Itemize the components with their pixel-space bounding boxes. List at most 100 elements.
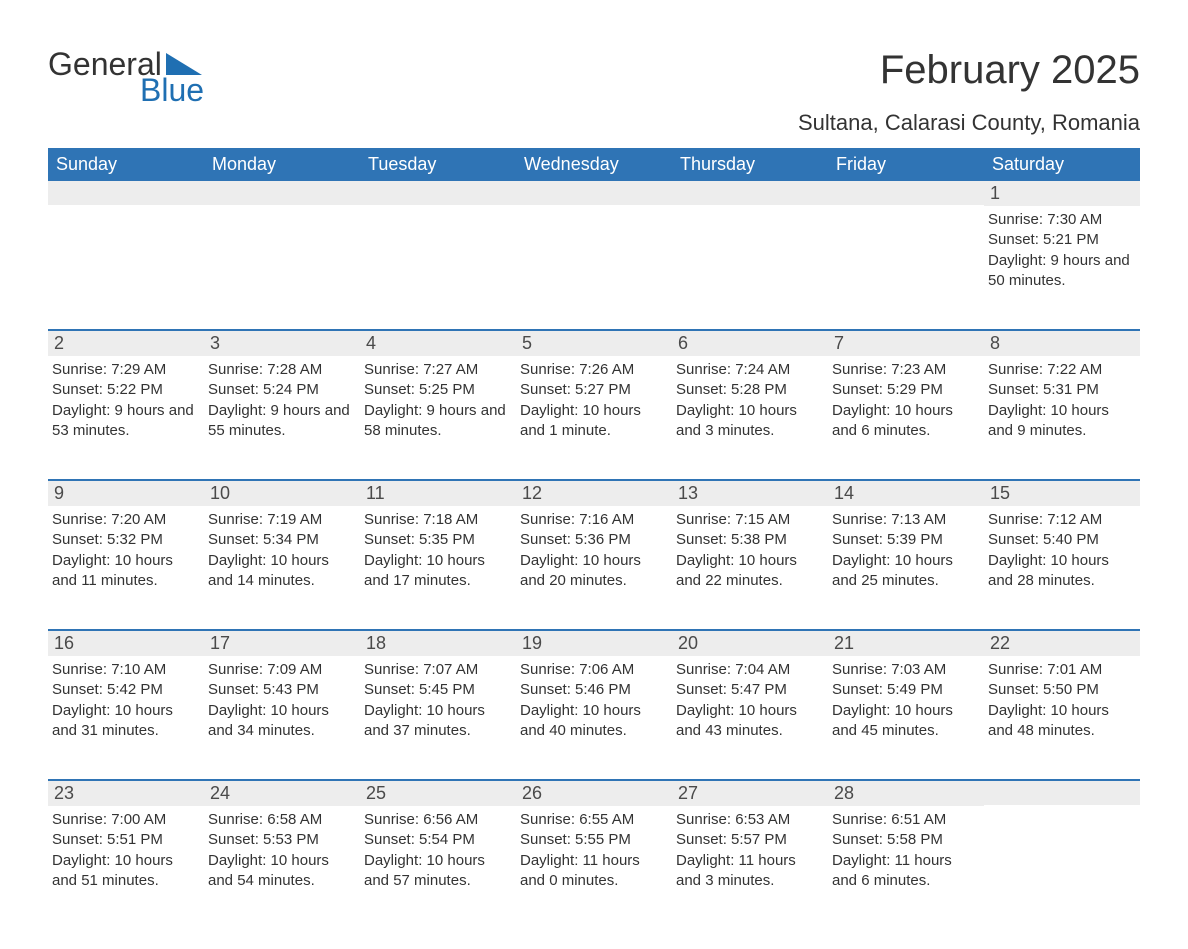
sunrise-text: Sunrise: 6:55 AM (520, 810, 666, 830)
sunset-text: Sunset: 5:40 PM (988, 530, 1134, 550)
day-body: Sunrise: 7:19 AMSunset: 5:34 PMDaylight:… (204, 506, 360, 591)
day-body: Sunrise: 6:58 AMSunset: 5:53 PMDaylight:… (204, 806, 360, 891)
sunset-text: Sunset: 5:25 PM (364, 380, 510, 400)
day-number: 13 (672, 481, 828, 506)
calendar-day (48, 181, 204, 301)
calendar-day (204, 181, 360, 301)
calendar-day: 2Sunrise: 7:29 AMSunset: 5:22 PMDaylight… (48, 331, 204, 451)
calendar-day: 1Sunrise: 7:30 AMSunset: 5:21 PMDaylight… (984, 181, 1140, 301)
daylight-text: Daylight: 9 hours and 53 minutes. (52, 401, 198, 442)
calendar-day: 3Sunrise: 7:28 AMSunset: 5:24 PMDaylight… (204, 331, 360, 451)
sunset-text: Sunset: 5:39 PM (832, 530, 978, 550)
day-body: Sunrise: 7:15 AMSunset: 5:38 PMDaylight:… (672, 506, 828, 591)
daylight-text: Daylight: 10 hours and 6 minutes. (832, 401, 978, 442)
calendar-day: 25Sunrise: 6:56 AMSunset: 5:54 PMDayligh… (360, 781, 516, 901)
day-number (672, 181, 828, 205)
day-body (204, 205, 360, 209)
sunrise-text: Sunrise: 7:30 AM (988, 210, 1134, 230)
daylight-text: Daylight: 10 hours and 37 minutes. (364, 701, 510, 742)
day-number: 10 (204, 481, 360, 506)
day-body: Sunrise: 7:07 AMSunset: 5:45 PMDaylight:… (360, 656, 516, 741)
daylight-text: Daylight: 10 hours and 40 minutes. (520, 701, 666, 742)
calendar: SundayMondayTuesdayWednesdayThursdayFrid… (48, 148, 1140, 901)
sunrise-text: Sunrise: 7:29 AM (52, 360, 198, 380)
day-body (828, 205, 984, 209)
day-number: 19 (516, 631, 672, 656)
sunset-text: Sunset: 5:21 PM (988, 230, 1134, 250)
daylight-text: Daylight: 10 hours and 57 minutes. (364, 851, 510, 892)
calendar-day: 10Sunrise: 7:19 AMSunset: 5:34 PMDayligh… (204, 481, 360, 601)
day-body (672, 205, 828, 209)
day-number: 28 (828, 781, 984, 806)
day-number (984, 781, 1140, 805)
sunrise-text: Sunrise: 7:19 AM (208, 510, 354, 530)
daylight-text: Daylight: 10 hours and 14 minutes. (208, 551, 354, 592)
sunrise-text: Sunrise: 7:23 AM (832, 360, 978, 380)
day-number: 25 (360, 781, 516, 806)
day-body (360, 205, 516, 209)
sunset-text: Sunset: 5:38 PM (676, 530, 822, 550)
day-body (48, 205, 204, 209)
day-number: 2 (48, 331, 204, 356)
calendar-day: 15Sunrise: 7:12 AMSunset: 5:40 PMDayligh… (984, 481, 1140, 601)
calendar-day: 9Sunrise: 7:20 AMSunset: 5:32 PMDaylight… (48, 481, 204, 601)
calendar-day (360, 181, 516, 301)
sunset-text: Sunset: 5:58 PM (832, 830, 978, 850)
day-body: Sunrise: 7:10 AMSunset: 5:42 PMDaylight:… (48, 656, 204, 741)
sunrise-text: Sunrise: 7:00 AM (52, 810, 198, 830)
calendar-day: 13Sunrise: 7:15 AMSunset: 5:38 PMDayligh… (672, 481, 828, 601)
sunrise-text: Sunrise: 6:58 AM (208, 810, 354, 830)
sunset-text: Sunset: 5:42 PM (52, 680, 198, 700)
sunset-text: Sunset: 5:45 PM (364, 680, 510, 700)
day-number: 24 (204, 781, 360, 806)
day-body: Sunrise: 7:12 AMSunset: 5:40 PMDaylight:… (984, 506, 1140, 591)
day-body: Sunrise: 6:53 AMSunset: 5:57 PMDaylight:… (672, 806, 828, 891)
daylight-text: Daylight: 10 hours and 45 minutes. (832, 701, 978, 742)
day-number (360, 181, 516, 205)
calendar-day (516, 181, 672, 301)
daylight-text: Daylight: 10 hours and 28 minutes. (988, 551, 1134, 592)
calendar-day: 23Sunrise: 7:00 AMSunset: 5:51 PMDayligh… (48, 781, 204, 901)
calendar-day: 7Sunrise: 7:23 AMSunset: 5:29 PMDaylight… (828, 331, 984, 451)
day-body: Sunrise: 7:22 AMSunset: 5:31 PMDaylight:… (984, 356, 1140, 441)
day-number: 4 (360, 331, 516, 356)
calendar-day: 21Sunrise: 7:03 AMSunset: 5:49 PMDayligh… (828, 631, 984, 751)
day-body: Sunrise: 7:13 AMSunset: 5:39 PMDaylight:… (828, 506, 984, 591)
sunset-text: Sunset: 5:49 PM (832, 680, 978, 700)
day-body: Sunrise: 7:23 AMSunset: 5:29 PMDaylight:… (828, 356, 984, 441)
sunset-text: Sunset: 5:31 PM (988, 380, 1134, 400)
calendar-header-cell: Wednesday (516, 148, 672, 181)
day-number: 15 (984, 481, 1140, 506)
sunrise-text: Sunrise: 7:26 AM (520, 360, 666, 380)
calendar-week: 9Sunrise: 7:20 AMSunset: 5:32 PMDaylight… (48, 479, 1140, 601)
day-number: 18 (360, 631, 516, 656)
day-number: 22 (984, 631, 1140, 656)
day-body: Sunrise: 7:03 AMSunset: 5:49 PMDaylight:… (828, 656, 984, 741)
calendar-day: 18Sunrise: 7:07 AMSunset: 5:45 PMDayligh… (360, 631, 516, 751)
day-body: Sunrise: 7:26 AMSunset: 5:27 PMDaylight:… (516, 356, 672, 441)
logo-word-2: Blue (140, 74, 204, 106)
day-number: 17 (204, 631, 360, 656)
daylight-text: Daylight: 11 hours and 0 minutes. (520, 851, 666, 892)
sunset-text: Sunset: 5:50 PM (988, 680, 1134, 700)
daylight-text: Daylight: 10 hours and 11 minutes. (52, 551, 198, 592)
daylight-text: Daylight: 10 hours and 1 minute. (520, 401, 666, 442)
calendar-header-cell: Sunday (48, 148, 204, 181)
day-body: Sunrise: 7:16 AMSunset: 5:36 PMDaylight:… (516, 506, 672, 591)
sunset-text: Sunset: 5:43 PM (208, 680, 354, 700)
calendar-day: 4Sunrise: 7:27 AMSunset: 5:25 PMDaylight… (360, 331, 516, 451)
day-body (984, 805, 1140, 809)
calendar-day (984, 781, 1140, 901)
day-number (828, 181, 984, 205)
sunset-text: Sunset: 5:46 PM (520, 680, 666, 700)
day-body: Sunrise: 6:56 AMSunset: 5:54 PMDaylight:… (360, 806, 516, 891)
sunset-text: Sunset: 5:36 PM (520, 530, 666, 550)
daylight-text: Daylight: 10 hours and 31 minutes. (52, 701, 198, 742)
calendar-day: 28Sunrise: 6:51 AMSunset: 5:58 PMDayligh… (828, 781, 984, 901)
calendar-week: 16Sunrise: 7:10 AMSunset: 5:42 PMDayligh… (48, 629, 1140, 751)
calendar-day: 14Sunrise: 7:13 AMSunset: 5:39 PMDayligh… (828, 481, 984, 601)
calendar-week: 1Sunrise: 7:30 AMSunset: 5:21 PMDaylight… (48, 181, 1140, 301)
day-body: Sunrise: 6:51 AMSunset: 5:58 PMDaylight:… (828, 806, 984, 891)
sunset-text: Sunset: 5:34 PM (208, 530, 354, 550)
sunset-text: Sunset: 5:51 PM (52, 830, 198, 850)
